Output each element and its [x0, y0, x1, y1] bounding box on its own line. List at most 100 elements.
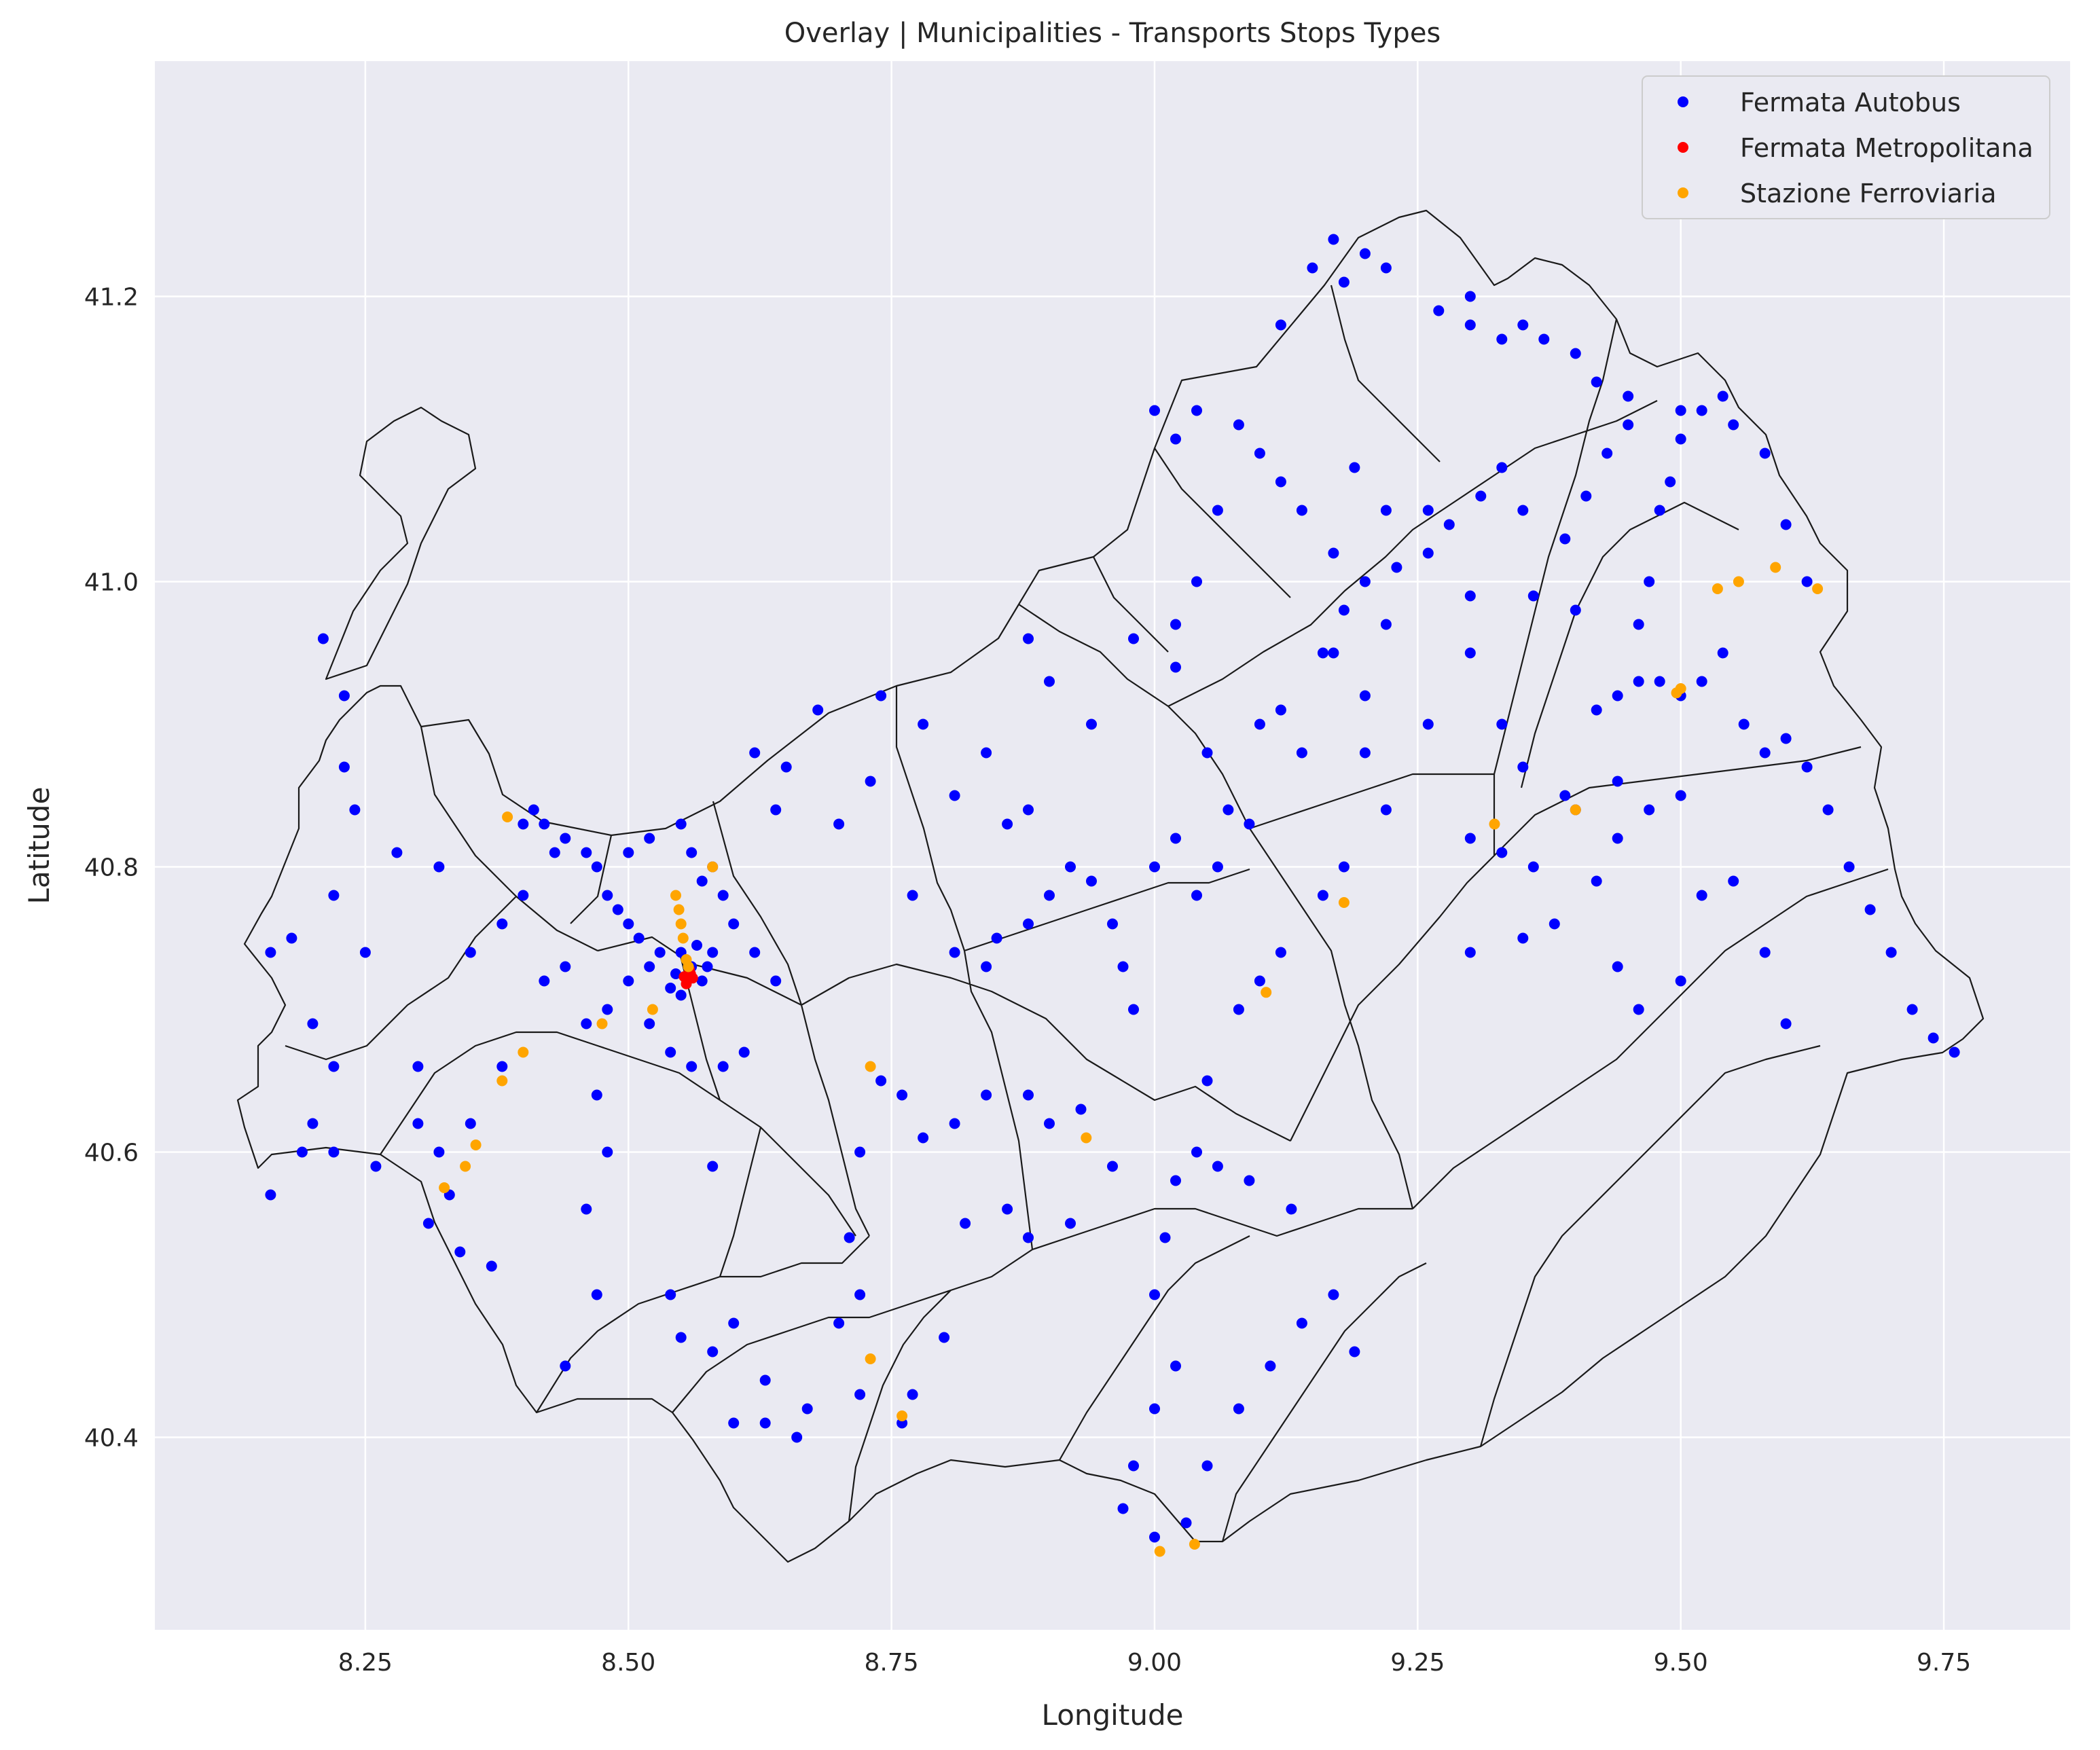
- stop-point-stazione-ferroviaria: [470, 1140, 482, 1150]
- stop-point-fermata-autobus: [644, 833, 655, 844]
- stop-point-fermata-autobus: [675, 818, 687, 830]
- stop-point-stazione-ferroviaria: [707, 861, 719, 873]
- stop-point-fermata-autobus: [686, 1061, 698, 1072]
- stop-point-fermata-autobus: [1654, 505, 1665, 516]
- stop-point-fermata-autobus: [675, 989, 687, 1001]
- y-tick-label: 41.2: [84, 284, 139, 312]
- stop-point-fermata-autobus: [1591, 376, 1602, 388]
- stop-point-fermata-autobus: [265, 947, 276, 958]
- stop-point-fermata-autobus: [1843, 861, 1855, 873]
- stop-point-fermata-autobus: [412, 1118, 424, 1129]
- stop-point-fermata-autobus: [1665, 476, 1676, 488]
- stop-point-fermata-autobus: [844, 1232, 855, 1243]
- stop-point-stazione-ferroviaria: [677, 932, 689, 944]
- stop-point-fermata-autobus: [1328, 547, 1339, 559]
- stop-point-fermata-autobus: [422, 1218, 434, 1229]
- stop-point-fermata-autobus: [1191, 576, 1202, 587]
- stop-point-fermata-autobus: [349, 804, 361, 816]
- stop-point-fermata-autobus: [1517, 761, 1529, 773]
- x-tick-label: 9.00: [1127, 1649, 1182, 1677]
- stop-point-fermata-autobus: [581, 847, 592, 858]
- stop-points: [265, 234, 1960, 1557]
- stop-point-fermata-autobus: [1496, 847, 1508, 858]
- stop-point-fermata-autobus: [1623, 419, 1634, 431]
- stop-point-fermata-autobus: [728, 1417, 740, 1429]
- plot-area: 8.25 8.50 8.75 9.00 9.25 9.50 9.75 40.4 40.6 40.8…: [84, 61, 2070, 1677]
- stop-point-fermata-autobus: [1380, 262, 1392, 274]
- stop-point-fermata-autobus: [1075, 1104, 1087, 1115]
- stop-point-fermata-autobus: [1601, 448, 1613, 459]
- stop-point-fermata-autobus: [949, 790, 960, 801]
- stop-point-fermata-autobus: [981, 1089, 992, 1101]
- stop-point-fermata-autobus: [1475, 490, 1487, 502]
- stop-point-fermata-autobus: [1275, 319, 1286, 331]
- stop-point-fermata-autobus: [854, 1289, 866, 1300]
- stop-point-fermata-autobus: [1759, 947, 1771, 958]
- stop-point-stazione-ferroviaria: [897, 1410, 908, 1421]
- stop-point-fermata-autobus: [1328, 647, 1339, 659]
- stop-point-fermata-autobus: [1128, 1460, 1139, 1472]
- stop-point-fermata-autobus: [1244, 818, 1255, 830]
- legend-label-stazione-ferroviaria: Stazione Ferroviaria: [1740, 179, 1997, 208]
- stop-point-fermata-autobus: [1170, 1360, 1181, 1372]
- stop-point-fermata-autobus: [1623, 390, 1634, 402]
- stop-point-fermata-autobus: [317, 633, 329, 644]
- stop-point-fermata-autobus: [1717, 390, 1728, 402]
- stop-point-fermata-autobus: [981, 747, 992, 759]
- stop-point-fermata-autobus: [623, 918, 634, 930]
- stop-point-fermata-autobus: [307, 1018, 319, 1029]
- stop-point-stazione-ferroviaria: [1712, 583, 1723, 594]
- stop-point-fermata-autobus: [286, 932, 297, 944]
- stop-point-fermata-autobus: [1496, 462, 1508, 473]
- stop-point-fermata-autobus: [528, 804, 539, 816]
- legend-marker-fermata-metropolitana: [1678, 142, 1688, 153]
- chart-title: Overlay | Municipalities - Transports St…: [784, 18, 1441, 49]
- stop-point-fermata-autobus: [1191, 405, 1202, 416]
- stop-point-fermata-autobus: [1443, 519, 1455, 530]
- stop-point-fermata-autobus: [1307, 262, 1318, 274]
- stop-point-stazione-ferroviaria: [1770, 562, 1781, 573]
- stop-point-fermata-autobus: [328, 1061, 340, 1072]
- stop-point-stazione-ferroviaria: [1570, 804, 1581, 816]
- y-tick-label: 40.4: [84, 1425, 139, 1453]
- stop-point-fermata-autobus: [696, 875, 708, 887]
- stop-point-fermata-autobus: [1233, 419, 1244, 431]
- stop-point-fermata-autobus: [539, 975, 550, 987]
- stop-point-stazione-ferroviaria: [1812, 583, 1824, 594]
- stop-point-fermata-autobus: [1675, 790, 1686, 801]
- stop-point-fermata-autobus: [1549, 918, 1560, 930]
- stop-point-stazione-ferroviaria: [1081, 1132, 1092, 1144]
- stop-point-fermata-autobus: [1464, 947, 1476, 958]
- stop-point-fermata-autobus: [1612, 776, 1623, 787]
- stop-point-fermata-autobus: [749, 947, 761, 958]
- stop-point-fermata-autobus: [1644, 576, 1655, 587]
- stop-point-fermata-autobus: [1212, 1161, 1223, 1172]
- stop-point-fermata-autobus: [602, 1146, 613, 1158]
- stop-point-fermata-autobus: [654, 947, 666, 958]
- stop-point-fermata-autobus: [1286, 1203, 1297, 1215]
- stop-point-fermata-autobus: [780, 761, 792, 773]
- stop-point-fermata-autobus: [328, 890, 340, 901]
- x-tick-label: 8.25: [338, 1649, 393, 1677]
- y-axis-label: Latitude: [22, 787, 56, 905]
- stop-point-fermata-autobus: [1317, 647, 1328, 659]
- stop-point-fermata-autobus: [1201, 1460, 1213, 1472]
- stop-point-fermata-autobus: [865, 776, 876, 787]
- stop-point-fermata-autobus: [1864, 904, 1876, 915]
- stop-point-fermata-autobus: [1149, 1289, 1160, 1300]
- stop-point-fermata-autobus: [670, 968, 681, 979]
- stop-point-fermata-autobus: [602, 890, 613, 901]
- stop-point-fermata-autobus: [1044, 676, 1055, 687]
- stop-point-fermata-autobus: [759, 1374, 771, 1386]
- stop-point-stazione-ferroviaria: [1733, 576, 1744, 587]
- stop-point-stazione-ferroviaria: [675, 918, 687, 930]
- stop-point-fermata-autobus: [1065, 861, 1076, 873]
- stop-point-fermata-autobus: [1464, 319, 1476, 331]
- stop-point-fermata-autobus: [1233, 1004, 1244, 1015]
- x-tick-label: 9.25: [1390, 1649, 1445, 1677]
- stop-point-fermata-autobus: [433, 1146, 445, 1158]
- stop-point-fermata-autobus: [1517, 505, 1529, 516]
- stop-point-fermata-autobus: [1170, 833, 1181, 844]
- stop-point-fermata-autobus: [1517, 932, 1529, 944]
- stop-point-fermata-autobus: [307, 1118, 319, 1129]
